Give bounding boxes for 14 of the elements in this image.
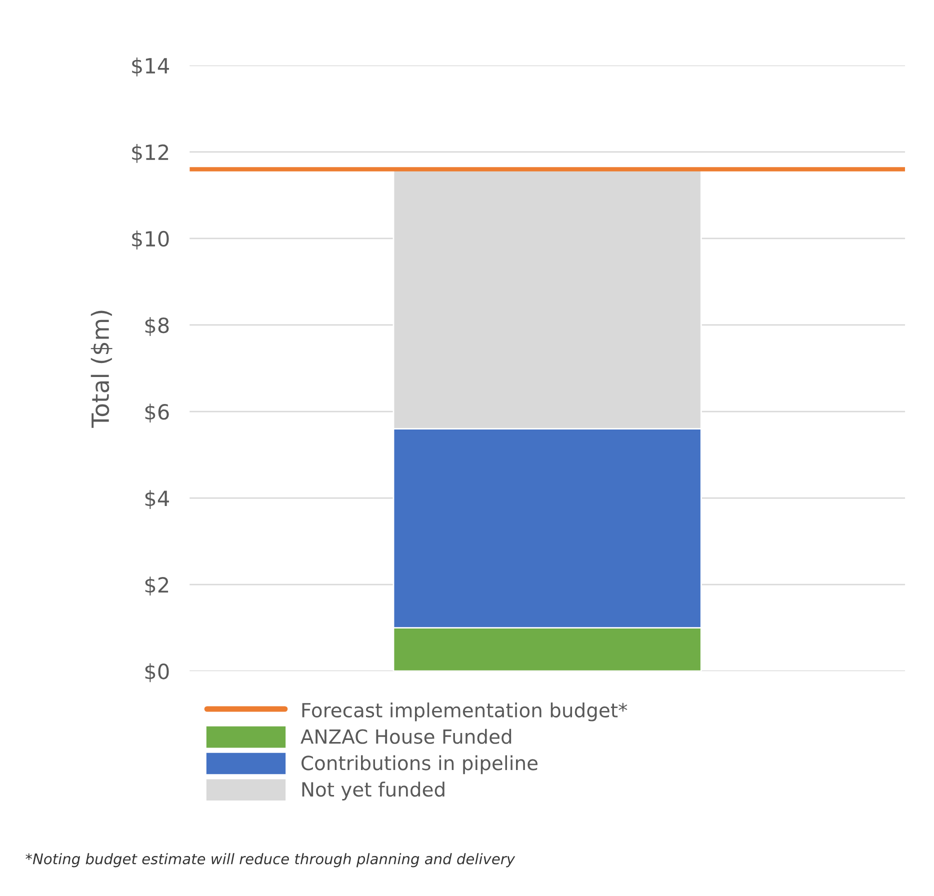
- y-axis-title: Total ($m): [90, 310, 112, 428]
- legend-label: Contributions in pipeline: [302, 755, 538, 774]
- y-tick-label: $4: [145, 490, 169, 510]
- y-tick-label: $12: [132, 144, 168, 163]
- legend-label: ANZAC House Funded: [300, 728, 512, 744]
- y-tick-label: $10: [132, 230, 169, 250]
- y-tick-label: $6: [145, 404, 169, 422]
- y-tick-label: $2: [145, 576, 168, 596]
- legend-label: Forecast implementation budget*: [302, 702, 628, 722]
- y-tick-label: $8: [145, 317, 169, 336]
- y-tick-label: $0: [145, 663, 169, 682]
- y-tick-label: $14: [132, 57, 169, 76]
- text: *Noting budget estimate will reduce through planning and delivery: [26, 853, 516, 868]
- legend-label: Not yet funded: [302, 782, 444, 801]
